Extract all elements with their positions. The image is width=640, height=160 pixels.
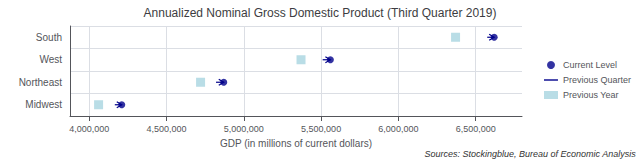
svg-text:Northeast: Northeast — [19, 77, 63, 88]
svg-text:GDP (in millions of current do: GDP (in millions of current dollars) — [220, 138, 372, 149]
svg-text:Previous Quarter: Previous Quarter — [563, 75, 631, 85]
svg-text:Previous Year: Previous Year — [563, 90, 619, 100]
svg-text:6,500,000: 6,500,000 — [456, 124, 496, 134]
svg-text:Sources: Stockingblue, Bureau: Sources: Stockingblue, Bureau of Economi… — [424, 149, 636, 159]
svg-text:South: South — [36, 32, 62, 43]
svg-text:4,500,000: 4,500,000 — [147, 124, 187, 134]
svg-text:Current Level: Current Level — [563, 60, 617, 70]
svg-text:Midwest: Midwest — [25, 99, 62, 110]
svg-text:5,000,000: 5,000,000 — [224, 124, 264, 134]
svg-text:4,000,000: 4,000,000 — [69, 124, 109, 134]
svg-text:5,500,000: 5,500,000 — [301, 124, 341, 134]
svg-text:West: West — [39, 54, 62, 65]
svg-text:6,000,000: 6,000,000 — [378, 124, 418, 134]
svg-text:Annualized Nominal Gross Domes: Annualized Nominal Gross Domestic Produc… — [144, 6, 497, 20]
